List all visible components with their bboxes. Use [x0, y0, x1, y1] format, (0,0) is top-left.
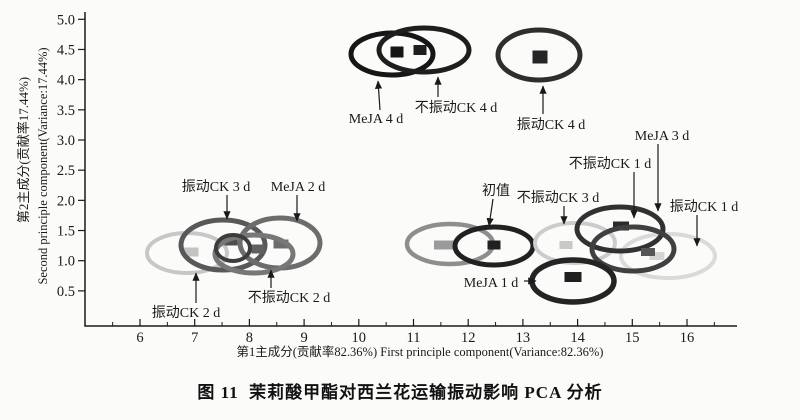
annotation-label: 不振动CK 3 d — [517, 190, 599, 206]
confidence-ellipse — [619, 232, 717, 280]
y-axis-tick-label: 5.0 — [57, 12, 75, 28]
group-center-marker — [641, 248, 655, 256]
group-center-marker — [251, 244, 265, 254]
confidence-ellipse — [495, 27, 583, 83]
annotation-label: MeJA 2 d — [271, 180, 325, 195]
y-axis-tick-label: 4.0 — [57, 73, 75, 89]
confidence-ellipse — [212, 232, 296, 276]
x-axis-tick-label: 12 — [461, 330, 476, 346]
annotation-label: 初值 — [482, 182, 510, 199]
group-center-marker — [183, 247, 199, 257]
x-axis-title: 第1主成分(贡献率82.36%) First principle compone… — [237, 344, 604, 359]
annotation-label: 振动CK 2 d — [152, 305, 220, 321]
group-center-marker — [434, 240, 454, 250]
annotation-label: 振动CK 3 d — [182, 179, 250, 195]
y-axis-title-en: Second principle component(Variance:17.4… — [36, 47, 50, 284]
confidence-ellipse — [533, 221, 617, 265]
y-axis-tick-label: 0.5 — [57, 284, 75, 300]
x-axis-tick-label: 16 — [680, 330, 695, 346]
y-axis-tick-label: 2.5 — [57, 163, 75, 179]
annotation-label: MeJA 3 d — [635, 129, 689, 144]
annotation-arrow — [486, 198, 494, 227]
annotation-label: 振动CK 1 d — [670, 199, 738, 215]
annotation-label: 不振动CK 4 d — [415, 100, 497, 116]
group-center-marker — [649, 252, 665, 260]
confidence-ellipse — [214, 233, 252, 263]
confidence-ellipse — [376, 25, 472, 75]
group-center-marker — [390, 46, 404, 58]
y-axis-tick-label: 1.0 — [57, 254, 75, 270]
y-axis-tick-label: 2.0 — [57, 193, 75, 209]
y-axis-title-zh: 第2主成分(贡献率17.44%) — [16, 77, 31, 223]
pca-plot: 第2主成分(贡献率17.44%) Second principle compon… — [16, 12, 738, 359]
group-center-marker — [273, 239, 289, 249]
x-axis-tick-label: 11 — [407, 330, 421, 346]
confidence-ellipse — [574, 204, 666, 254]
group-center-marker — [487, 240, 501, 250]
x-axis-tick-label: 9 — [300, 330, 307, 346]
x-axis-tick-label: 6 — [136, 330, 143, 346]
annotation-label: 不振动CK 2 d — [248, 290, 330, 306]
group-center-marker — [564, 272, 582, 282]
x-axis-tick-label: 15 — [625, 330, 640, 346]
x-axis-tick-label: 14 — [570, 330, 585, 346]
confidence-ellipse — [178, 217, 268, 273]
x-axis-tick-label: 7 — [191, 330, 198, 346]
x-axis-tick-label: 10 — [352, 330, 367, 346]
x-axis-tick-label: 8 — [246, 330, 253, 346]
plot-content: 6 7 8 9 10 11 12 13 14 15 16 5.0 4.5 4.0 3.5 3.0 2.5 2.0 1… — [57, 12, 738, 346]
figure-caption: 图 11 茉莉酸甲酯对西兰花运输振动影响 PCA 分析 — [197, 383, 603, 402]
annotation-label: MeJA 4 d — [349, 112, 403, 127]
y-axis-tick-label: 3.0 — [57, 133, 75, 149]
annotation-label: 振动CK 4 d — [517, 117, 585, 133]
annotation-arrow — [374, 80, 383, 111]
group-center-marker — [413, 45, 427, 55]
y-axis-tick-label: 3.5 — [57, 103, 75, 119]
group-center-marker — [559, 241, 573, 249]
confidence-ellipse — [452, 224, 536, 268]
annotation-label: 不振动CK 1 d — [569, 156, 651, 172]
y-axis-tick-label: 4.5 — [57, 42, 75, 58]
annotation-label: MeJA 1 d — [464, 276, 518, 291]
group-center-marker — [532, 50, 548, 64]
x-axis-tick-label: 13 — [516, 330, 531, 346]
confidence-ellipse — [589, 224, 677, 274]
y-axis-tick-label: 1.5 — [57, 224, 75, 240]
